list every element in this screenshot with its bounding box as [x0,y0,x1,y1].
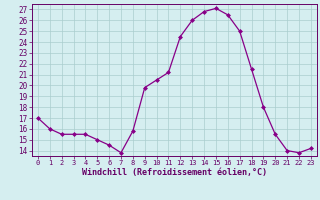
X-axis label: Windchill (Refroidissement éolien,°C): Windchill (Refroidissement éolien,°C) [82,168,267,177]
